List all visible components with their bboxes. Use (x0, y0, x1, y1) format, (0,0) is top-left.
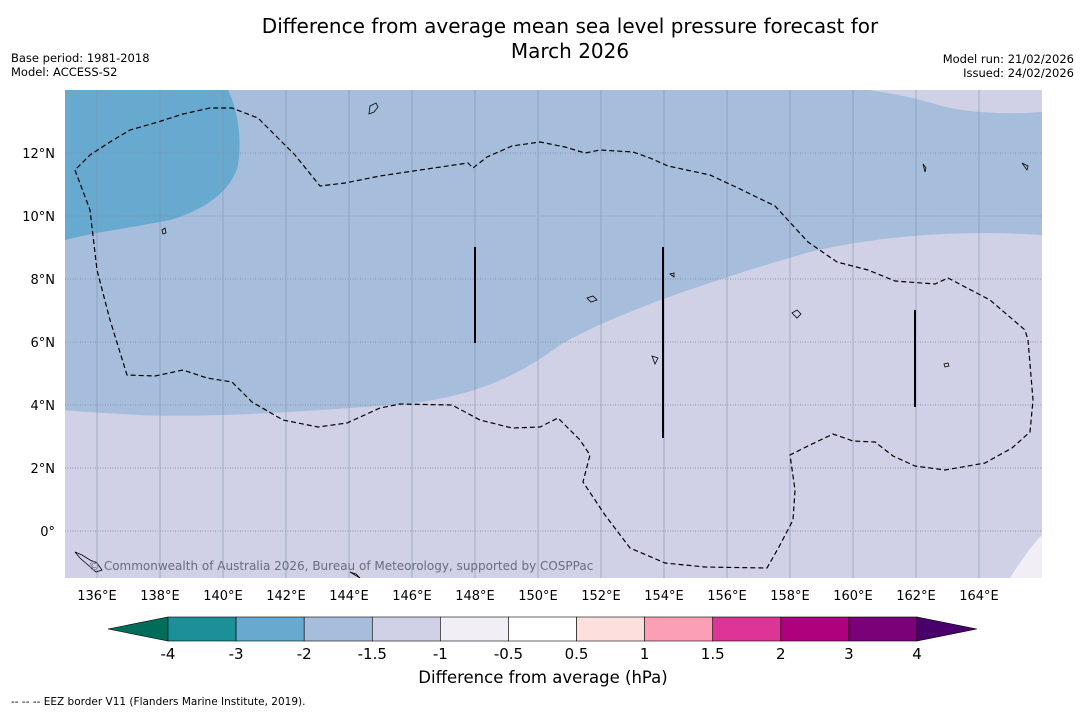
lat-label: 2°N (31, 462, 56, 477)
lon-label: 144°E (329, 589, 369, 604)
island-yap (161, 227, 167, 235)
colorbar-segment (235, 616, 305, 642)
field-band-m15-m1-ne (868, 90, 1042, 114)
field-band-lt-m3 (65, 90, 240, 240)
lat-tick-labels: 12°N 10°N 8°N 6°N 4°N 2°N 0° (22, 147, 55, 540)
island-guam (368, 102, 379, 115)
lon-label: 160°E (833, 589, 873, 604)
island-small-2 (651, 355, 659, 365)
colorbar-tick: -1.5 (358, 645, 387, 663)
lon-label: 138°E (140, 589, 180, 604)
meta-right: Model run: 21/02/2026 Issued: 24/02/2026 (943, 52, 1074, 80)
lon-label: 146°E (392, 589, 432, 604)
base-period: Base period: 1981-2018 (11, 51, 150, 65)
colorbar-segment (167, 616, 237, 642)
model-run: Model run: 21/02/2026 (942, 52, 1074, 66)
colorbar-segment (712, 616, 782, 642)
title-line-2: March 2026 (510, 39, 630, 63)
footnote: -- -- -- EEZ border V11 (Flanders Marine… (11, 696, 306, 708)
island-small-3 (1021, 162, 1029, 171)
lon-label: 164°E (959, 589, 999, 604)
issued-date: Issued: 24/02/2026 (963, 66, 1074, 80)
colorbar-tick: 4 (912, 645, 922, 663)
map-title: Difference from average mean sea level p… (220, 14, 920, 64)
colorbar-segment (576, 616, 645, 642)
island-small-1 (669, 272, 675, 278)
lat-label: 8°N (31, 273, 56, 288)
colorbar-tick: 1 (640, 645, 650, 663)
title-line-1: Difference from average mean sea level p… (261, 14, 879, 38)
lon-label: 150°E (518, 589, 558, 604)
colorbar-segment (644, 616, 714, 642)
colorbar-segment (371, 616, 441, 642)
island-chuuk (586, 295, 598, 303)
lon-label: 162°E (896, 589, 936, 604)
map-fields: © Commonwealth of Australia 2026, Bureau… (65, 90, 1042, 578)
model-name: Model: ACCESS-S2 (11, 65, 118, 79)
colorbar-tick: 3 (844, 645, 854, 663)
colorbar-segments (107, 616, 978, 642)
colorbar-tick: 1.5 (701, 645, 725, 663)
colorbar-tick: 0.5 (565, 645, 589, 663)
grid-lines (65, 152, 1042, 532)
eez-border-line (74, 107, 1034, 569)
lat-label: 4°N (31, 399, 56, 414)
lon-label: 154°E (644, 589, 684, 604)
lon-label: 142°E (266, 589, 306, 604)
island-small-5 (349, 571, 361, 578)
colorbar-tick: -0.5 (494, 645, 523, 663)
lon-label: 136°E (77, 589, 117, 604)
lon-label: 158°E (770, 589, 810, 604)
colorbar-segment (440, 616, 509, 642)
colorbar-tick: 2 (776, 645, 786, 663)
colorbar-tick: -2 (297, 645, 312, 663)
vertical-markers (474, 247, 916, 438)
lon-tick-labels: 136°E 138°E 140°E 142°E 144°E 146°E 148°E 150°E… (77, 589, 999, 604)
islands (74, 102, 1029, 578)
lat-label: 12°N (22, 147, 55, 162)
grid-meridians (96, 90, 980, 578)
lat-label: 6°N (31, 336, 56, 351)
colorbar-over-arrow (916, 616, 978, 642)
island-pohnpei (791, 309, 802, 319)
colorbar-tick: -1 (433, 645, 448, 663)
colorbar-under-arrow (107, 616, 169, 642)
colorbar-segment (848, 616, 918, 642)
lon-label: 140°E (203, 589, 243, 604)
lat-label: 0° (40, 525, 55, 540)
colorbar-segment (508, 616, 577, 642)
island-png-north (74, 551, 103, 573)
colorbar-segment (303, 616, 373, 642)
island-kosrae (943, 362, 950, 368)
colorbar-tick: -3 (229, 645, 244, 663)
lat-label: 10°N (22, 210, 55, 225)
colorbar-title: Difference from average (hPa) (418, 668, 668, 687)
lon-label: 148°E (455, 589, 495, 604)
copyright-text: © Commonwealth of Australia 2026, Bureau… (88, 559, 593, 573)
colorbar-segment (780, 616, 850, 642)
island-small-4 (922, 163, 927, 173)
meta-left: Base period: 1981-2018 Model: ACCESS-S2 (11, 51, 150, 79)
field-band-m1-m05 (1010, 535, 1042, 578)
lon-label: 156°E (707, 589, 747, 604)
colorbar-tick: -4 (161, 645, 176, 663)
colorbar-tick-labels: -4 -3 -2 -1.5 -1 -0.5 0.5 1 1.5 2 3 4 (161, 645, 922, 663)
field-band-m2-m15 (65, 90, 1042, 416)
lon-label: 152°E (581, 589, 621, 604)
